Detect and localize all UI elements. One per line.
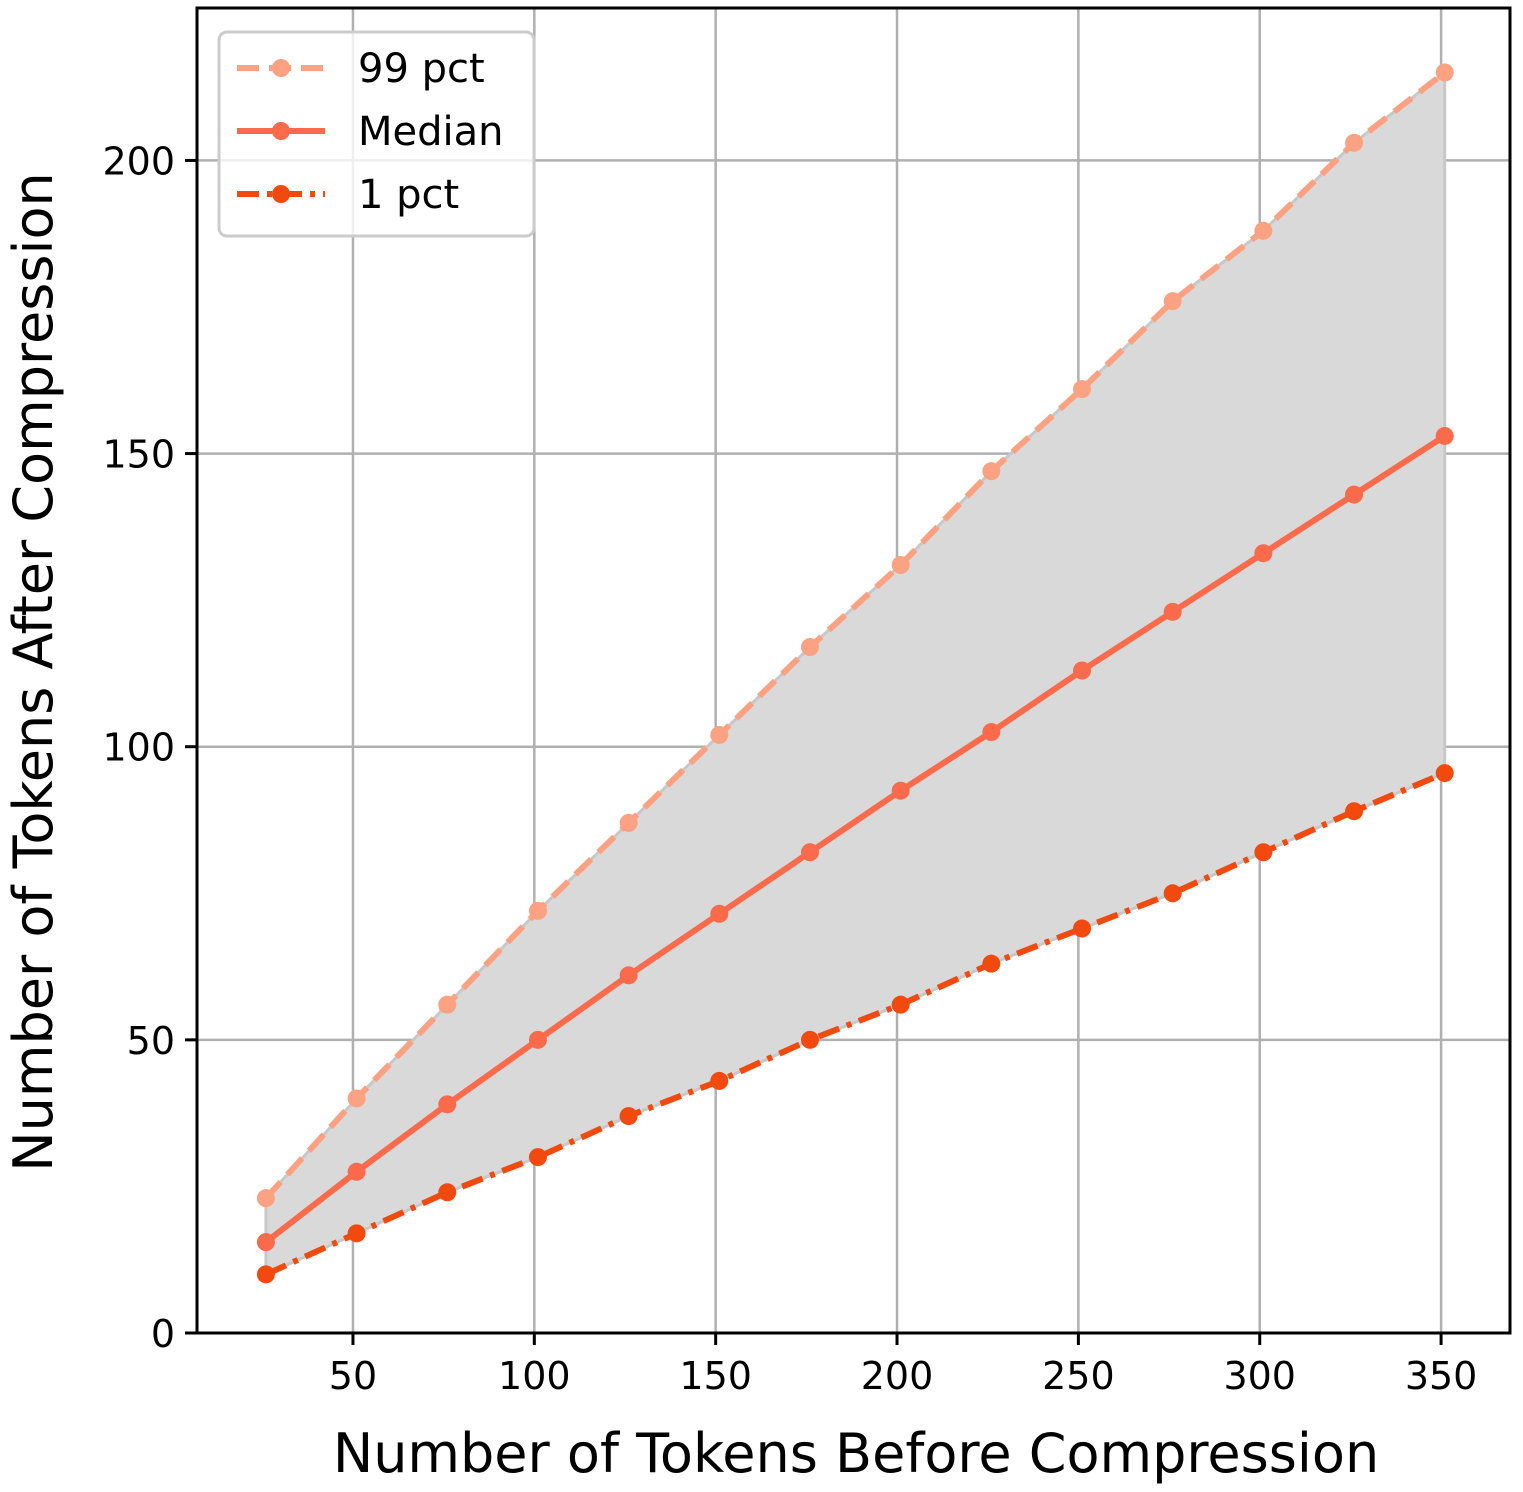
point-99-pct-351 bbox=[1435, 63, 1454, 82]
point-1-pct-201 bbox=[891, 995, 910, 1014]
legend-marker-median bbox=[272, 122, 290, 140]
point-1-pct-101 bbox=[528, 1148, 547, 1167]
point-median-301 bbox=[1254, 544, 1273, 563]
y-tick-label-0: 0 bbox=[151, 1312, 175, 1356]
percentile-band-area bbox=[264, 69, 1447, 1277]
point-99-pct-276 bbox=[1163, 292, 1182, 311]
legend-entry-99-pct: 99 pct bbox=[237, 46, 485, 92]
legend-marker-99-pct bbox=[272, 59, 290, 77]
legend-box bbox=[217, 30, 536, 238]
series-median bbox=[256, 426, 1454, 1252]
x-tick-label-300: 300 bbox=[1223, 1354, 1296, 1398]
point-99-pct-126 bbox=[619, 813, 638, 832]
point-1-pct-51 bbox=[347, 1224, 366, 1243]
point-median-351 bbox=[1435, 426, 1454, 445]
point-1-pct-176 bbox=[800, 1030, 819, 1049]
legend-entry-median: Median bbox=[237, 109, 504, 155]
y-tick-label-50: 50 bbox=[127, 1019, 175, 1063]
series-lines bbox=[256, 63, 1454, 1284]
series-99-pct bbox=[256, 63, 1454, 1208]
plot-frame bbox=[195, 6, 1512, 1335]
point-median-176 bbox=[800, 843, 819, 862]
point-median-201 bbox=[891, 781, 910, 800]
x-tick-label-50: 50 bbox=[329, 1354, 377, 1398]
point-99-pct-176 bbox=[800, 638, 819, 657]
x-tick-label-250: 250 bbox=[1042, 1354, 1115, 1398]
point-1-pct-351 bbox=[1435, 764, 1454, 783]
point-1-pct-226 bbox=[982, 954, 1001, 973]
point-99-pct-76 bbox=[438, 995, 457, 1014]
point-median-326 bbox=[1345, 485, 1364, 504]
legend: 99 pct Median 1 pct bbox=[217, 30, 536, 238]
point-median-126 bbox=[619, 966, 638, 985]
point-99-pct-51 bbox=[347, 1089, 366, 1108]
point-1-pct-151 bbox=[710, 1071, 729, 1090]
point-median-76 bbox=[438, 1095, 457, 1114]
x-tick-label-200: 200 bbox=[861, 1354, 934, 1398]
point-1-pct-251 bbox=[1073, 919, 1092, 938]
point-median-26 bbox=[256, 1233, 275, 1252]
point-1-pct-276 bbox=[1163, 884, 1182, 903]
point-1-pct-76 bbox=[438, 1183, 457, 1202]
point-median-276 bbox=[1163, 602, 1182, 621]
point-median-51 bbox=[347, 1162, 366, 1181]
legend-label-median: Median bbox=[358, 109, 504, 155]
x-axis-label: Number of Tokens Before Compression bbox=[333, 1422, 1379, 1485]
axis-ticks: 50 100 150 200 250 300 350 0 50 100 150 200 bbox=[102, 139, 1477, 1398]
series-1-pct bbox=[256, 764, 1454, 1284]
x-tick-label-150: 150 bbox=[679, 1354, 752, 1398]
legend-label-1-pct: 1 pct bbox=[358, 172, 459, 218]
y-tick-label-150: 150 bbox=[102, 433, 175, 477]
legend-entry-1-pct: 1 pct bbox=[237, 172, 459, 218]
point-median-251 bbox=[1073, 661, 1092, 680]
point-1-pct-326 bbox=[1345, 802, 1364, 821]
legend-marker-1-pct bbox=[272, 185, 290, 203]
legend-label-99-pct: 99 pct bbox=[358, 46, 485, 92]
series-line-1-pct bbox=[264, 770, 1446, 1278]
x-tick-label-350: 350 bbox=[1405, 1354, 1478, 1398]
series-line-median bbox=[264, 433, 1447, 1245]
point-99-pct-151 bbox=[710, 725, 729, 744]
point-99-pct-251 bbox=[1073, 380, 1092, 399]
point-99-pct-301 bbox=[1254, 221, 1273, 240]
point-99-pct-26 bbox=[256, 1189, 275, 1208]
point-1-pct-126 bbox=[619, 1107, 638, 1126]
point-median-151 bbox=[710, 904, 729, 923]
point-median-226 bbox=[982, 723, 1001, 742]
point-99-pct-326 bbox=[1345, 133, 1364, 152]
point-99-pct-226 bbox=[982, 462, 1001, 481]
y-tick-label-200: 200 bbox=[102, 139, 175, 183]
point-99-pct-201 bbox=[891, 555, 910, 574]
series-line-99-pct bbox=[263, 70, 1447, 1201]
point-1-pct-26 bbox=[256, 1265, 275, 1284]
point-1-pct-301 bbox=[1254, 843, 1273, 862]
y-axis-label: Number of Tokens After Compression bbox=[2, 172, 65, 1171]
point-99-pct-101 bbox=[528, 901, 547, 920]
x-tick-label-100: 100 bbox=[498, 1354, 571, 1398]
percentile-band bbox=[264, 69, 1447, 1277]
y-tick-label-100: 100 bbox=[102, 726, 175, 770]
point-median-101 bbox=[528, 1030, 547, 1049]
